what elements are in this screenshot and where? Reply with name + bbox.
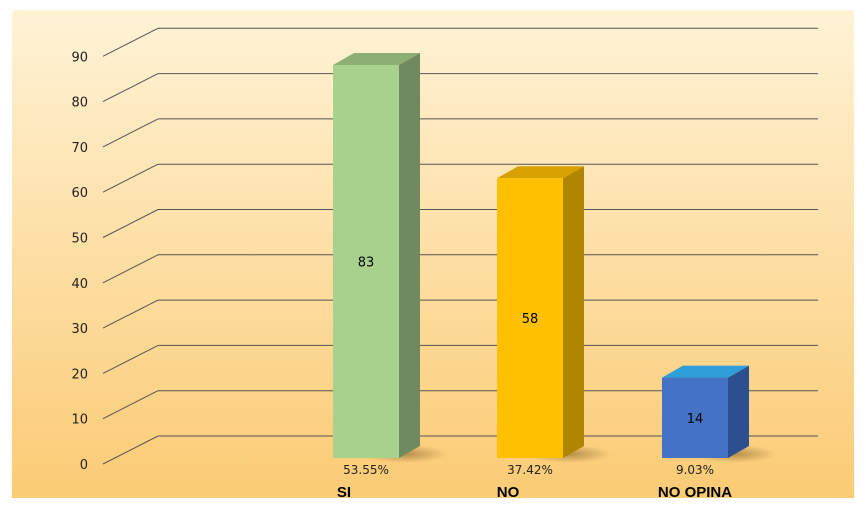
gridline-diagonal (102, 73, 159, 103)
bar-side (563, 166, 584, 458)
bar-side (728, 365, 749, 458)
gridline-diagonal (102, 344, 159, 374)
y-tick-label: 50 (71, 232, 88, 247)
bars (333, 53, 776, 463)
data-label-percentage: 37.42% (507, 463, 553, 477)
y-tick-label: 30 (71, 322, 88, 337)
data-label-value: 83 (358, 256, 375, 271)
y-tick-label: 10 (71, 413, 88, 428)
bar-si (333, 65, 399, 458)
data-label-value: 14 (687, 412, 704, 427)
y-tick-label: 0 (80, 458, 88, 473)
bar-top (497, 166, 584, 179)
gridlines (102, 27, 818, 465)
x-tick-label: NO OPINA (658, 484, 732, 501)
bar-no-opina (662, 377, 728, 458)
data-label-percentage: 53.55% (343, 463, 389, 477)
gridline-diagonal (102, 163, 159, 193)
bar-top (662, 365, 749, 378)
y-tick-label: 40 (71, 277, 88, 292)
gridline-diagonal (102, 390, 159, 420)
y-tick-label: 80 (71, 96, 88, 111)
y-axis-ticks: 0 10 20 30 40 50 60 70 80 90 (71, 50, 88, 473)
gridline-diagonal (102, 27, 159, 57)
bar-side (399, 53, 420, 458)
gridline-diagonal (102, 118, 159, 148)
bar-no (497, 178, 563, 458)
x-tick-label: SI (337, 484, 351, 501)
data-label-percentage: 9.03% (676, 463, 714, 477)
y-tick-label: 60 (71, 186, 88, 201)
gridline-diagonal (102, 435, 159, 465)
gridline-diagonal (102, 209, 159, 238)
gridline-diagonal (102, 254, 159, 284)
gridline-diagonal (102, 299, 159, 329)
x-tick-label: NO (497, 484, 520, 501)
data-label-value: 58 (522, 312, 539, 327)
y-tick-label: 20 (71, 367, 88, 382)
y-tick-label: 70 (71, 141, 88, 156)
labels: 83 53.55% SI 58 37.42% NO 14 9.03% NO OPINA (337, 256, 732, 501)
bar-top (333, 53, 420, 66)
y-tick-label: 90 (71, 50, 88, 65)
